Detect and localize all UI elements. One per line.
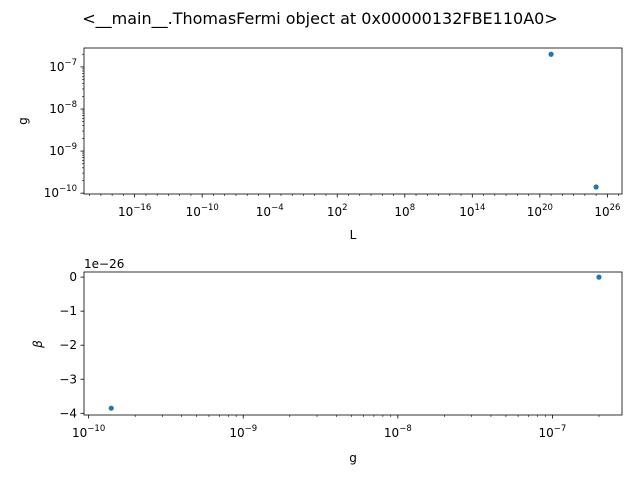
- top-x-tick-label-base: 10: [118, 205, 133, 219]
- top-y-tick-label-base: 10: [44, 186, 59, 200]
- top-y-tick-label-exp: −8: [64, 100, 77, 110]
- top-y-tick-label-exp: −10: [59, 184, 77, 194]
- top-x-tick-label-exp: 2: [342, 203, 347, 213]
- top-x-tick-label-exp: −10: [201, 203, 219, 213]
- bottom-x-tick-label-base: 10: [72, 426, 87, 440]
- bottom-x-tick-label-exp: −8: [399, 424, 412, 434]
- top-axes-frame: [83, 47, 623, 195]
- top-axes-ylabel: g: [16, 117, 30, 125]
- top-axes-points: [548, 51, 599, 190]
- bottom-data-point: [596, 274, 602, 280]
- bottom-axes-ylabel: β: [31, 340, 45, 349]
- bottom-x-tick-label-base: 10: [229, 426, 244, 440]
- bottom-axes-frame: [83, 271, 623, 416]
- bottom-y-tick-label: −4: [59, 406, 77, 420]
- bottom-x-tick-label-exp: −10: [87, 424, 105, 434]
- bottom-y-tick-label: −1: [59, 304, 77, 318]
- top-x-tick-label: 10−16: [118, 203, 151, 219]
- top-data-point: [548, 51, 554, 57]
- top-y-tick-label-exp: −7: [64, 58, 77, 68]
- top-x-tick-label: 1026: [594, 203, 620, 219]
- top-y-tick-label-base: 10: [49, 60, 64, 74]
- top-x-tick-label-base: 10: [256, 205, 271, 219]
- bottom-x-tick-label-base: 10: [384, 426, 399, 440]
- top-axes: 10−16 10−10 10−4 102 108 1014 1020 102610−710−8…: [16, 47, 623, 242]
- bottom-axes-ticks: 10−10 10−9 10−8 10−70−1−2−3−4: [59, 270, 600, 440]
- top-x-tick-label-base: 10: [327, 205, 342, 219]
- top-x-tick-label: 10−4: [256, 203, 284, 219]
- top-x-tick-label-exp: 8: [410, 203, 415, 213]
- top-y-tick-label: 10−7: [49, 58, 77, 74]
- bottom-x-tick-label: 10−9: [229, 424, 257, 440]
- bottom-axes-xlabel: g: [349, 451, 357, 465]
- top-x-tick-label-exp: 14: [475, 203, 486, 213]
- bottom-x-tick-label: 10−8: [384, 424, 412, 440]
- bottom-x-tick-label: 10−10: [72, 424, 105, 440]
- top-x-tick-label: 1014: [459, 203, 485, 219]
- top-x-tick-label: 102: [327, 203, 348, 219]
- top-y-tick-label: 10−9: [49, 142, 77, 158]
- bottom-x-tick-label: 10−7: [539, 424, 567, 440]
- top-x-tick-label-exp: −4: [271, 203, 284, 213]
- top-x-tick-label-exp: 20: [542, 203, 553, 213]
- top-x-tick-label-base: 10: [394, 205, 409, 219]
- bottom-y-tick-label: −3: [59, 372, 77, 386]
- bottom-x-tick-label-base: 10: [539, 426, 554, 440]
- top-y-tick-label-base: 10: [49, 144, 64, 158]
- top-x-tick-label-base: 10: [186, 205, 201, 219]
- top-x-tick-label: 108: [394, 203, 415, 219]
- top-y-tick-label-exp: −9: [64, 142, 77, 152]
- top-y-tick-label: 10−8: [49, 100, 77, 116]
- bottom-data-point: [108, 405, 114, 411]
- bottom-axes: 10−10 10−9 10−8 10−70−1−2−3−4 1e−26 g β: [31, 257, 623, 465]
- top-axes-ticks: 10−16 10−10 10−4 102 108 1014 1020 102610−710−8…: [44, 53, 620, 219]
- bottom-x-tick-label-exp: −7: [554, 424, 567, 434]
- bottom-y-tick-label: 0: [69, 270, 77, 284]
- bottom-axes-offset-text: 1e−26: [84, 257, 124, 271]
- top-x-tick-label-exp: 26: [610, 203, 621, 213]
- top-x-tick-label: 1020: [527, 203, 553, 219]
- figure-title: <__main__.ThomasFermi object at 0x000001…: [82, 9, 557, 29]
- top-y-tick-label-base: 10: [49, 102, 64, 116]
- top-x-tick-label-exp: −16: [133, 203, 151, 213]
- bottom-y-tick-label: −2: [59, 338, 77, 352]
- top-x-tick-label-base: 10: [594, 205, 609, 219]
- top-x-tick-label-base: 10: [459, 205, 474, 219]
- top-axes-xlabel: L: [350, 228, 357, 242]
- top-x-tick-label: 10−10: [186, 203, 219, 219]
- bottom-x-tick-label-exp: −9: [245, 424, 258, 434]
- top-x-tick-label-base: 10: [527, 205, 542, 219]
- bottom-axes-points: [108, 274, 602, 411]
- top-y-tick-label: 10−10: [44, 184, 77, 200]
- top-data-point: [593, 184, 599, 190]
